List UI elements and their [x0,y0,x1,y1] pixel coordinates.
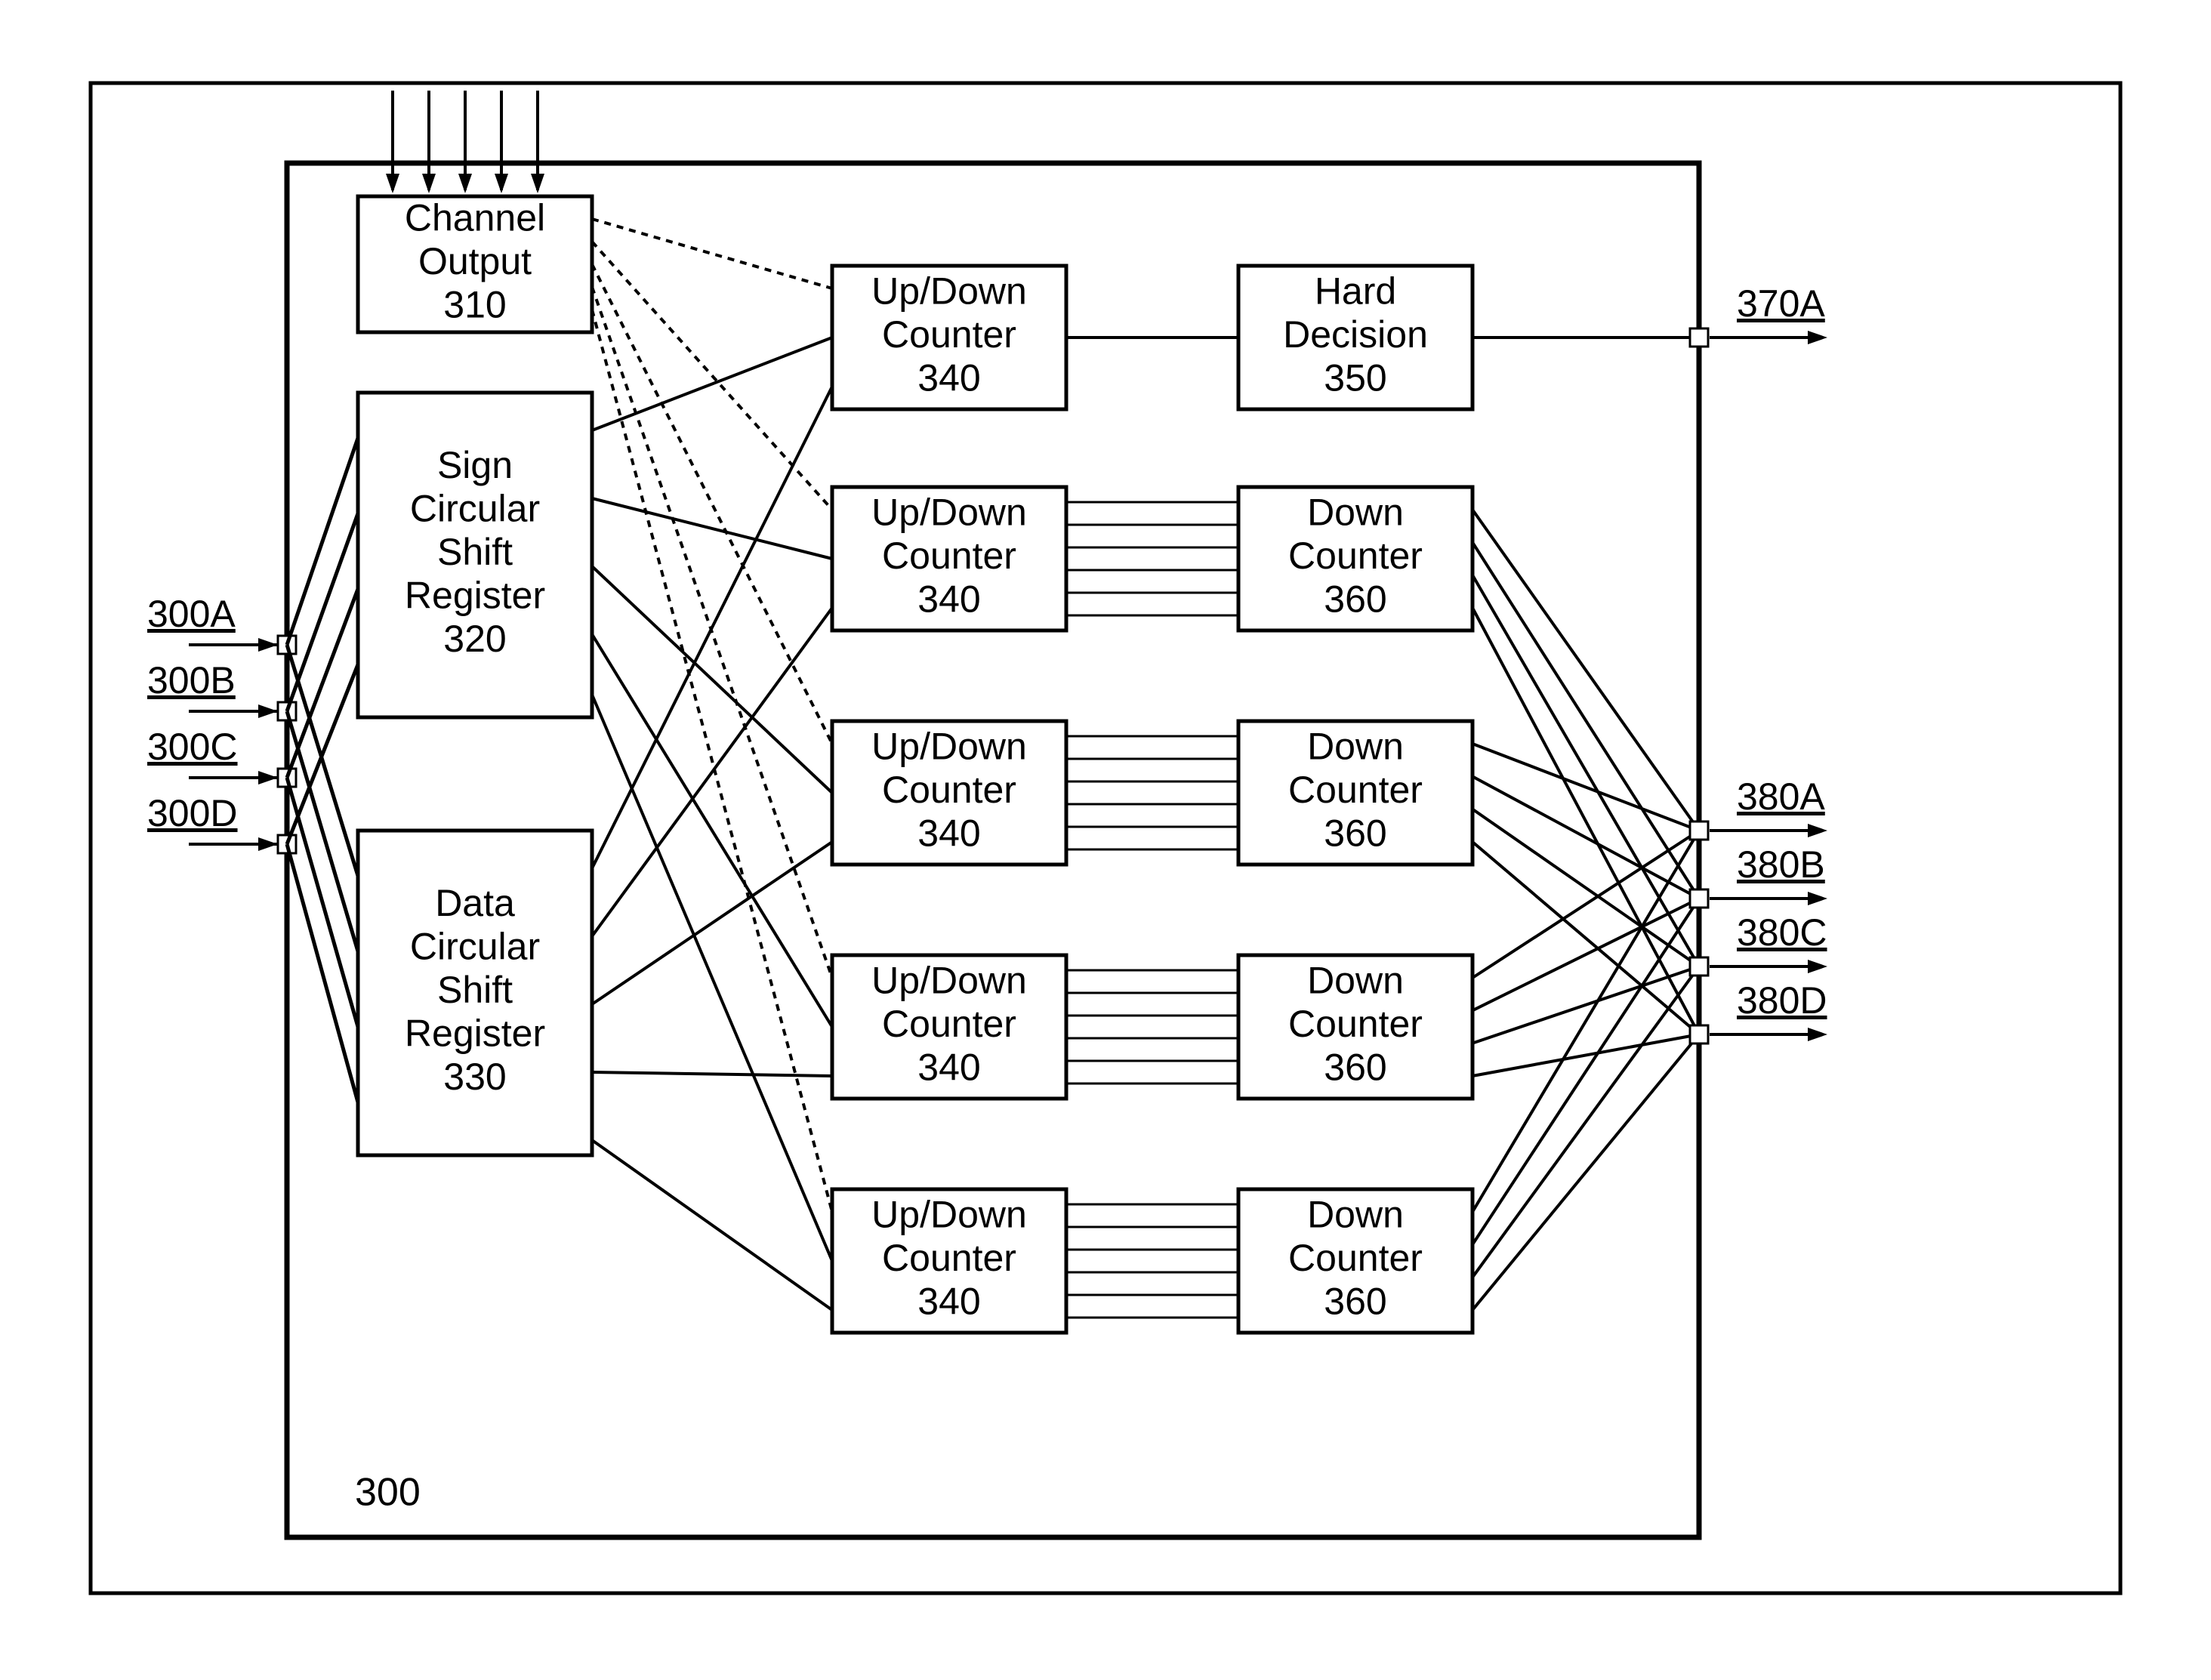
svg-text:Register: Register [405,1013,545,1055]
svg-text:Up/Down: Up/Down [871,960,1027,1002]
svg-text:380B: 380B [1737,843,1825,886]
svg-text:Shift: Shift [437,531,513,573]
svg-text:340: 340 [917,812,980,855]
svg-text:Counter: Counter [882,1237,1016,1279]
svg-text:Channel: Channel [405,197,545,239]
svg-text:Counter: Counter [882,535,1016,577]
svg-text:330: 330 [443,1056,506,1098]
svg-text:Down: Down [1307,960,1404,1002]
svg-text:Hard: Hard [1315,270,1396,313]
svg-text:Data: Data [435,882,515,924]
svg-text:Decision: Decision [1283,313,1428,356]
svg-text:Counter: Counter [1288,1237,1423,1279]
svg-text:310: 310 [443,284,506,326]
svg-text:Up/Down: Up/Down [871,1194,1027,1236]
svg-text:Register: Register [405,575,545,617]
svg-text:350: 350 [1324,357,1386,399]
svg-text:Counter: Counter [1288,535,1423,577]
svg-text:380C: 380C [1737,911,1827,954]
svg-text:300A: 300A [147,593,236,635]
svg-text:Sign: Sign [437,444,513,486]
svg-text:300: 300 [355,1471,421,1515]
svg-text:340: 340 [917,578,980,621]
svg-text:340: 340 [917,1047,980,1089]
svg-text:370A: 370A [1737,282,1825,325]
svg-text:360: 360 [1324,1047,1386,1089]
svg-text:320: 320 [443,618,506,660]
svg-text:Shift: Shift [437,969,513,1011]
svg-text:Up/Down: Up/Down [871,270,1027,313]
svg-text:340: 340 [917,1281,980,1323]
svg-text:Up/Down: Up/Down [871,726,1027,768]
svg-text:Counter: Counter [1288,769,1423,811]
svg-text:300B: 300B [147,659,236,701]
svg-text:340: 340 [917,357,980,399]
svg-text:Down: Down [1307,492,1404,534]
svg-text:300D: 300D [147,792,238,834]
svg-text:Circular: Circular [410,488,540,530]
svg-text:Circular: Circular [410,926,540,968]
svg-text:Counter: Counter [1288,1003,1423,1045]
svg-text:Down: Down [1307,726,1404,768]
svg-text:Counter: Counter [882,769,1016,811]
svg-text:360: 360 [1324,578,1386,621]
svg-text:Counter: Counter [882,1003,1016,1045]
svg-text:360: 360 [1324,812,1386,855]
svg-text:360: 360 [1324,1281,1386,1323]
svg-text:Down: Down [1307,1194,1404,1236]
svg-text:Output: Output [418,240,532,282]
svg-text:Counter: Counter [882,313,1016,356]
svg-text:380A: 380A [1737,775,1825,818]
svg-text:300C: 300C [147,726,238,768]
svg-text:Up/Down: Up/Down [871,492,1027,534]
svg-text:380D: 380D [1737,979,1827,1022]
